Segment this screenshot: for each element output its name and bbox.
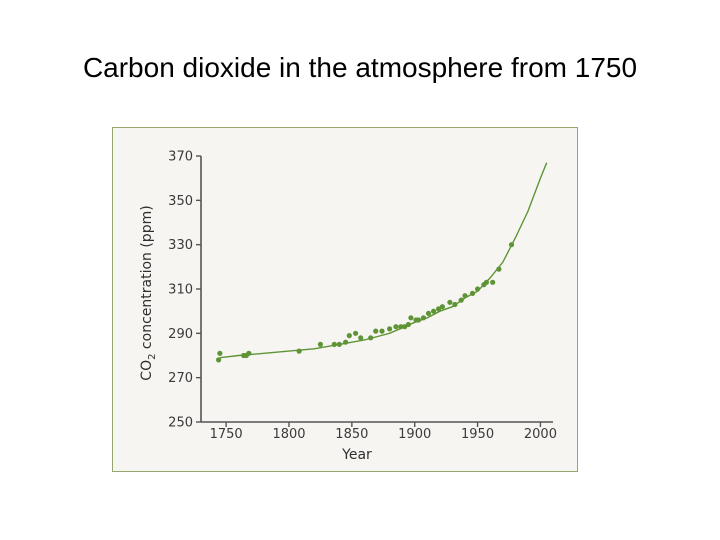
chart-figure: 250 270 290 310 330 350 370 1750 1800 1850 1900 195… <box>112 127 578 472</box>
data-point <box>393 324 399 330</box>
y-axis-label-subscript: 2 <box>147 354 158 360</box>
y-tick-label: 250 <box>168 416 193 431</box>
data-point <box>508 242 515 248</box>
x-tick-label: 2000 <box>524 427 557 442</box>
trend-curve <box>219 162 548 359</box>
slide-title: Carbon dioxide in the atmosphere from 17… <box>82 52 638 83</box>
data-point <box>439 304 445 310</box>
x-axis-label: Year <box>341 447 372 463</box>
data-point <box>358 335 364 341</box>
data-points-group <box>216 242 515 363</box>
data-point <box>496 266 502 272</box>
y-axis-label-co: CO <box>139 360 155 381</box>
x-tick-label: 1900 <box>398 427 431 442</box>
data-point <box>436 306 442 312</box>
x-tick-label: 1750 <box>210 427 243 442</box>
data-point <box>331 341 337 347</box>
data-point <box>246 350 252 356</box>
tick-labels-group: 250 270 290 310 330 350 370 1750 1800 1850 1900 195… <box>168 150 557 443</box>
y-tick-label: 270 <box>168 371 193 386</box>
data-point <box>452 301 458 308</box>
data-point <box>398 324 404 330</box>
x-tick-label: 1800 <box>272 427 305 442</box>
data-point <box>469 290 476 296</box>
y-axis-label-rest: concentration (ppm) <box>139 205 155 353</box>
y-tick-label: 310 <box>168 283 193 298</box>
data-point <box>296 348 302 354</box>
data-point <box>475 286 481 292</box>
trend-curve-group <box>219 162 548 359</box>
data-point <box>317 341 323 347</box>
data-point <box>420 315 427 321</box>
data-point <box>405 321 411 328</box>
y-axis-label: CO2 concentration (ppm) <box>139 205 158 380</box>
y-tick-label: 350 <box>168 194 193 209</box>
data-point <box>387 326 393 332</box>
data-point <box>346 333 352 339</box>
data-point <box>217 350 223 356</box>
data-point <box>373 328 379 334</box>
y-tick-label: 290 <box>168 327 193 342</box>
chart-axes <box>196 155 553 427</box>
co2-chart: 250 270 290 310 330 350 370 1750 1800 1850 1900 195… <box>139 150 557 464</box>
data-point <box>483 279 489 285</box>
data-point <box>336 341 342 347</box>
data-point <box>415 317 422 323</box>
x-tick-label: 1850 <box>335 427 368 442</box>
y-tick-label: 370 <box>168 150 193 165</box>
data-point <box>343 339 349 345</box>
data-point <box>490 279 496 285</box>
data-point <box>425 310 432 316</box>
data-point <box>368 335 374 341</box>
data-point <box>458 297 464 303</box>
data-point <box>447 299 453 305</box>
data-point <box>353 330 359 336</box>
y-tick-label: 330 <box>168 238 193 253</box>
x-tick-label: 1950 <box>461 427 494 442</box>
data-point <box>462 293 468 299</box>
data-point <box>379 328 385 334</box>
data-point <box>216 357 222 363</box>
data-point <box>431 308 437 314</box>
data-point <box>408 315 414 321</box>
